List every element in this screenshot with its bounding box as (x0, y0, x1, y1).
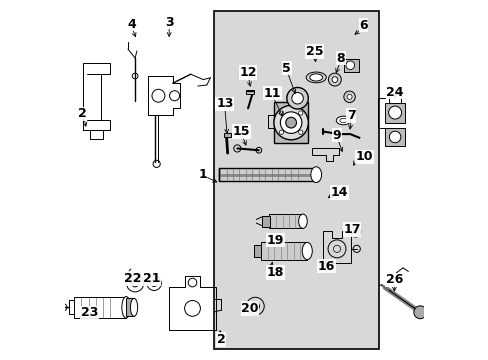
Text: 2: 2 (216, 333, 225, 346)
Text: 12: 12 (239, 66, 256, 79)
Circle shape (280, 112, 301, 134)
Circle shape (298, 130, 302, 134)
Ellipse shape (339, 118, 346, 123)
Circle shape (413, 306, 426, 319)
Circle shape (388, 131, 400, 143)
Bar (246, 90, 254, 94)
Ellipse shape (122, 297, 130, 318)
Bar (219, 168, 317, 181)
Bar (261, 216, 269, 226)
Circle shape (346, 94, 351, 99)
Ellipse shape (310, 167, 321, 183)
Text: 15: 15 (232, 125, 250, 138)
Text: 25: 25 (305, 45, 323, 58)
Circle shape (346, 61, 354, 69)
Circle shape (343, 91, 355, 103)
Circle shape (285, 117, 296, 128)
Text: 10: 10 (355, 150, 372, 163)
Text: 8: 8 (336, 51, 344, 64)
Text: 24: 24 (386, 86, 403, 99)
Text: 17: 17 (343, 223, 360, 236)
Text: 9: 9 (332, 129, 341, 142)
Bar (273, 102, 308, 143)
Text: 2: 2 (78, 107, 86, 120)
Ellipse shape (130, 298, 137, 316)
Text: 1: 1 (198, 168, 206, 181)
Bar (254, 245, 261, 257)
Ellipse shape (298, 214, 306, 228)
Circle shape (147, 276, 161, 291)
Bar (214, 12, 378, 348)
Text: 7: 7 (346, 109, 355, 122)
Text: 5: 5 (282, 62, 290, 75)
Circle shape (331, 77, 337, 82)
Text: 19: 19 (266, 234, 284, 247)
Text: 11: 11 (263, 87, 281, 100)
Text: 18: 18 (266, 266, 284, 279)
Text: 20: 20 (241, 302, 258, 315)
Text: 13: 13 (216, 98, 233, 111)
Text: 16: 16 (317, 260, 334, 273)
Circle shape (388, 106, 401, 119)
Circle shape (279, 130, 283, 134)
Ellipse shape (302, 242, 312, 260)
Circle shape (279, 111, 283, 115)
Circle shape (151, 280, 157, 287)
Circle shape (328, 73, 341, 86)
Text: 14: 14 (330, 186, 347, 199)
Circle shape (291, 93, 303, 104)
Bar (344, 59, 358, 72)
Text: 4: 4 (127, 18, 136, 31)
Text: 26: 26 (385, 273, 402, 286)
Circle shape (298, 111, 302, 115)
Bar (268, 214, 303, 228)
Circle shape (353, 230, 357, 234)
Text: 23: 23 (81, 306, 98, 319)
Ellipse shape (309, 74, 322, 81)
Text: 21: 21 (142, 272, 160, 285)
Bar (74, 297, 126, 318)
Text: 3: 3 (164, 16, 173, 29)
Bar (384, 103, 404, 123)
Circle shape (126, 275, 143, 292)
Text: 6: 6 (359, 19, 367, 32)
Circle shape (286, 87, 308, 109)
Bar (384, 128, 404, 146)
Circle shape (131, 280, 139, 287)
Bar (126, 298, 134, 316)
Bar (224, 134, 231, 137)
Ellipse shape (336, 116, 350, 125)
Bar (260, 242, 306, 260)
Circle shape (273, 105, 308, 140)
Text: 22: 22 (123, 272, 141, 285)
